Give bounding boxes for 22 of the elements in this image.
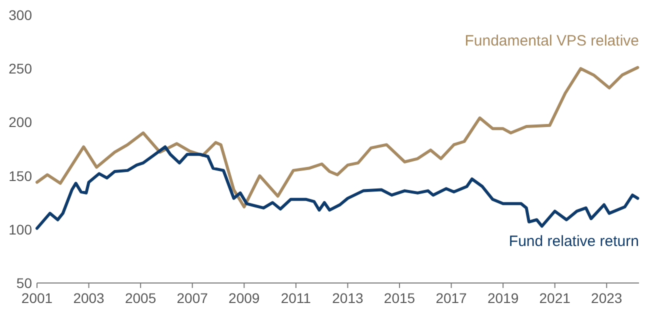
series-label: Fundamental VPS relative: [464, 32, 639, 50]
line-series: [36, 145, 640, 230]
x-tick-label: 2019: [487, 290, 519, 306]
x-tick-label: 2007: [176, 290, 208, 306]
y-tick-label: 300: [8, 7, 32, 23]
y-tick-label: 200: [8, 114, 32, 130]
y-tick-label: 250: [8, 60, 32, 77]
x-tick-label: 2021: [539, 290, 571, 306]
x-tick-label: 2003: [73, 290, 105, 306]
x-tick-label: 2013: [332, 290, 364, 306]
x-tick-label: 2001: [21, 290, 53, 306]
y-tick-label: 100: [8, 221, 32, 238]
x-tick-label: 2017: [436, 290, 468, 306]
x-tick-label: 2011: [280, 290, 312, 306]
y-tick-label: 50: [16, 275, 32, 291]
x-tick-label: 2005: [124, 290, 156, 306]
y-tick-label: 150: [8, 168, 32, 184]
x-tick-label: 2023: [591, 290, 622, 306]
line-series: [36, 66, 640, 208]
series-label: Fund relative return: [508, 233, 639, 250]
x-tick-label: 2009: [228, 290, 260, 306]
x-tick-label: 2015: [384, 290, 416, 306]
